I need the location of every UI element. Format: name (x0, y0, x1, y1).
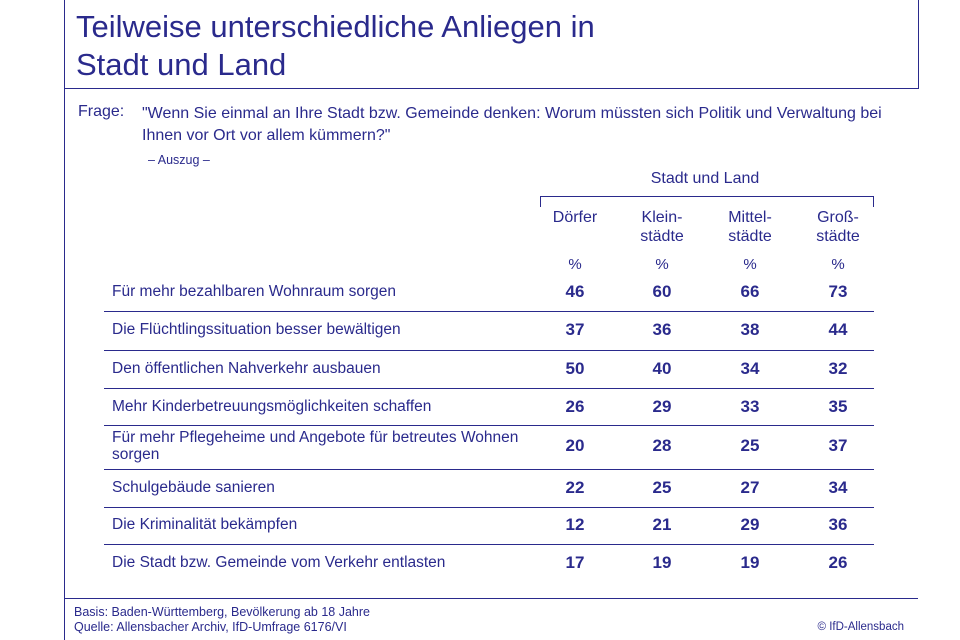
table-cell-value: 40 (652, 359, 672, 378)
table-cell-value: 25 (740, 436, 760, 455)
column-unit: % (743, 256, 757, 273)
table-cell-value: 50 (565, 359, 585, 378)
row-label: Für mehr Pflegeheime und Angebote für be… (112, 429, 519, 463)
table-cell-value: 66 (740, 282, 760, 301)
question-text: "Wenn Sie einmal an Ihre Stadt bzw. Geme… (142, 105, 882, 144)
table-cell-value: 37 (565, 320, 585, 339)
table-cell-value: 29 (740, 515, 760, 534)
question-note: – Auszug – (148, 153, 210, 167)
table-cell-value: 34 (828, 478, 848, 497)
column-header-line1: Mittel- (728, 209, 772, 226)
row-label: Schulgebäude sanieren (112, 479, 275, 496)
column-header-line1: Klein- (641, 209, 683, 226)
column-header-line1: Dörfer (552, 209, 598, 226)
row-label: Den öffentlichen Nahverkehr ausbauen (112, 360, 381, 377)
column-header: Groß-städte (793, 208, 883, 246)
table-cell-value: 17 (565, 553, 585, 572)
table-cell-value: 19 (652, 553, 672, 572)
table-cell-value: 25 (652, 478, 672, 497)
row-divider (104, 469, 874, 470)
footer-basis: Basis: Baden-Württemberg, Bevölkerung ab… (74, 605, 370, 619)
column-header-line2: städte (816, 228, 860, 245)
column-group-bracket (540, 196, 874, 207)
row-divider (104, 507, 874, 508)
row-divider (104, 544, 874, 545)
chart-title: Teilweise unterschiedliche Anliegen in S… (76, 8, 876, 84)
title-rule (64, 88, 918, 89)
column-header-line2: städte (640, 228, 684, 245)
table-cell-value: 29 (652, 397, 672, 416)
footer-notes: Basis: Baden-Württemberg, Bevölkerung ab… (74, 605, 370, 635)
question-label: Frage: (78, 103, 125, 120)
table-cell-value: 21 (652, 515, 672, 534)
column-group-label: Stadt und Land (650, 170, 760, 187)
column-header: Mittel-städte (705, 208, 795, 246)
column-unit: % (568, 256, 582, 273)
table-cell-value: 12 (565, 515, 585, 534)
row-divider (104, 311, 874, 312)
column-header: Dörfer (530, 208, 620, 227)
row-divider (104, 425, 874, 426)
table-cell-value: 32 (828, 359, 848, 378)
title-line-2: Stadt und Land (76, 47, 287, 82)
table-cell-value: 34 (740, 359, 760, 378)
table-cell-value: 36 (828, 515, 848, 534)
title-line-1: Teilweise unterschiedliche Anliegen in (76, 9, 595, 44)
row-label: Die Stadt bzw. Gemeinde vom Verkehr entl… (112, 554, 446, 571)
table-cell-value: 20 (565, 436, 585, 455)
table-cell-value: 35 (828, 397, 848, 416)
table-cell-value: 26 (565, 397, 585, 416)
row-divider (104, 388, 874, 389)
footer-rule (64, 598, 918, 599)
column-unit: % (655, 256, 669, 273)
table-cell-value: 60 (652, 282, 672, 301)
row-divider (104, 350, 874, 351)
row-label: Die Kriminalität bekämpfen (112, 516, 298, 533)
column-unit: % (831, 256, 845, 273)
column-header-line2: städte (728, 228, 772, 245)
table-cell-value: 38 (740, 320, 760, 339)
column-header-line1: Groß- (817, 209, 859, 226)
row-label: Mehr Kinderbetreuungsmöglichkeiten schaf… (112, 398, 432, 415)
footer-copyright: © IfD-Allensbach (817, 621, 904, 633)
table-cell-value: 28 (652, 436, 672, 455)
column-header: Klein-städte (617, 208, 707, 246)
table-cell-value: 46 (565, 282, 585, 301)
row-label: Die Flüchtlingssituation besser bewältig… (112, 321, 401, 338)
frame-right-border (918, 0, 919, 89)
frame-left-border (64, 0, 65, 640)
table-cell-value: 22 (565, 478, 585, 497)
table-cell-value: 26 (828, 553, 848, 572)
table-cell-value: 44 (828, 320, 848, 339)
table-cell-value: 33 (740, 397, 760, 416)
row-label: Für mehr bezahlbaren Wohnraum sorgen (112, 283, 397, 300)
table-cell-value: 36 (652, 320, 672, 339)
table-cell-value: 27 (740, 478, 760, 497)
table-cell-value: 37 (828, 436, 848, 455)
table-cell-value: 73 (828, 282, 848, 301)
table-cell-value: 19 (740, 553, 760, 572)
footer-source: Quelle: Allensbacher Archiv, IfD-Umfrage… (74, 620, 347, 634)
